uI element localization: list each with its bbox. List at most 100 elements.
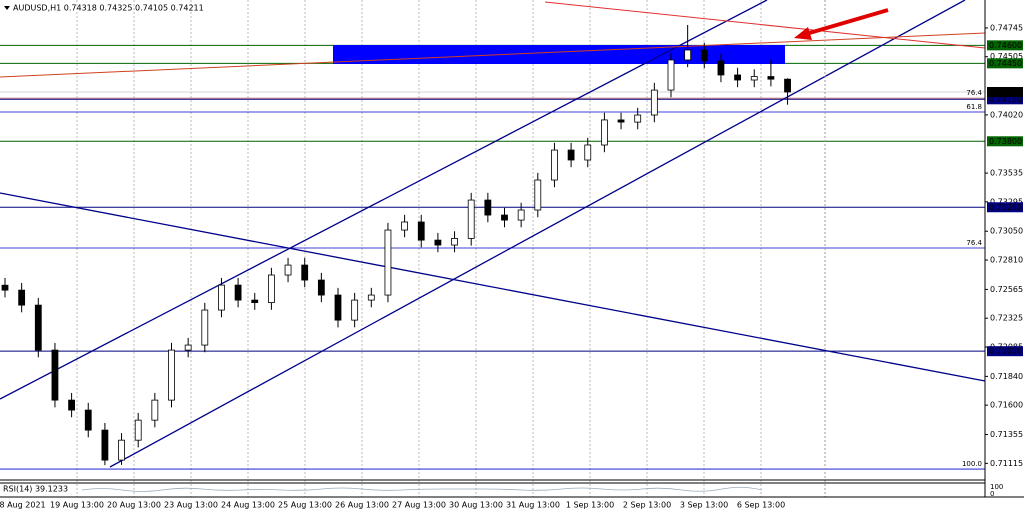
x-tick-label: 3 Sep 13:00 — [680, 501, 728, 510]
candle-body — [517, 209, 525, 221]
trend-line — [0, 192, 986, 382]
candle-body — [267, 274, 275, 304]
grid-layer — [0, 0, 985, 497]
candle-body — [118, 439, 125, 461]
rsi-line — [81, 486, 763, 492]
candle-body — [567, 149, 575, 161]
candle-body — [134, 419, 142, 441]
candle-body — [501, 214, 508, 221]
arrow-head — [794, 27, 812, 40]
level-tag — [987, 202, 1023, 213]
x-tick-label: 18 Aug 2021 — [0, 501, 46, 510]
y-tick-label: 0.73050 — [990, 227, 1023, 236]
candle-body — [601, 119, 608, 146]
x-tick-label: 24 Aug 13:00 — [221, 501, 275, 510]
rsi-tick-label: 100 — [990, 483, 1003, 491]
x-tick-label: 19 Aug 13:00 — [50, 501, 104, 510]
x-tick-label: 25 Aug 13:00 — [278, 501, 332, 510]
candle-body — [767, 76, 775, 80]
y-tick-label: 0.72325 — [990, 314, 1023, 323]
candle-body — [201, 309, 209, 346]
candle-body — [101, 429, 109, 461]
zone-box — [333, 45, 785, 64]
candle-body — [317, 279, 325, 296]
level-tag — [987, 40, 1023, 51]
level-tag — [987, 136, 1023, 147]
fib-label: 100.0 — [962, 460, 982, 468]
candle-body — [617, 119, 625, 123]
candle-body — [251, 299, 259, 304]
candle-body — [18, 289, 26, 306]
candle-body — [484, 199, 492, 216]
x-tick-label: 6 Sep 13:00 — [737, 501, 785, 510]
level-label: 0.74150 — [989, 95, 1022, 104]
x-tick-label: 23 Aug 13:00 — [164, 501, 218, 510]
fib-label: 76.4 — [966, 89, 982, 97]
rsi-label: RSI(14) 39.1233 — [3, 485, 68, 494]
x-tick-label: 2 Sep 13:00 — [623, 501, 671, 510]
x-tick-label: 27 Aug 13:00 — [392, 501, 446, 510]
candle-body — [451, 238, 458, 246]
channel-lower — [109, 0, 966, 468]
current-price-label: 0.74211 — [989, 87, 1022, 96]
x-tick-label: 26 Aug 13:00 — [335, 501, 389, 510]
candle-body — [467, 199, 475, 239]
candle-body — [734, 74, 741, 81]
y-tick-label: 0.71115 — [990, 459, 1023, 468]
trend-line-red — [544, 1, 986, 49]
candle-body — [434, 239, 442, 246]
candle-body — [234, 284, 242, 301]
x-tick-label: 1 Sep 13:00 — [566, 501, 614, 510]
level-label: 0.73800 — [989, 137, 1022, 146]
candle-body — [301, 264, 309, 281]
candle-body — [334, 294, 342, 321]
candle-body — [634, 114, 642, 123]
fib-label: 61.8 — [966, 103, 982, 111]
rsi-tick-label: 0 — [990, 490, 994, 498]
y-tick-label: 0.74745 — [990, 23, 1023, 32]
y-tick-label: 0.72565 — [990, 285, 1023, 294]
x-tick-label: 20 Aug 13:00 — [107, 501, 161, 510]
candle-body — [1, 284, 9, 291]
candle-body — [650, 89, 658, 116]
candle-body — [351, 299, 359, 321]
candle-body — [584, 144, 592, 161]
x-tick-label: 30 Aug 13:00 — [449, 501, 503, 510]
level-tag — [987, 346, 1023, 357]
level-label: 0.73250 — [989, 203, 1022, 212]
candle-body — [151, 399, 159, 421]
y-tick-label: 0.71600 — [990, 401, 1023, 410]
trend-line-red — [0, 32, 986, 78]
candle-body — [717, 60, 725, 76]
level-tag — [987, 94, 1023, 105]
candle-body — [367, 294, 375, 301]
y-tick-label: 0.74505 — [990, 52, 1023, 61]
channel-upper — [0, 0, 768, 400]
y-tick-label: 0.73295 — [990, 197, 1023, 206]
candle-body — [184, 344, 192, 351]
arrow-shaft — [805, 8, 889, 36]
candle-body — [218, 284, 225, 311]
marks-layer — [1, 24, 791, 466]
candle-body — [51, 349, 59, 401]
candle-body — [384, 229, 392, 296]
candle-body — [750, 76, 758, 81]
y-tick-label: 0.73535 — [990, 169, 1023, 178]
candle-body — [551, 149, 558, 181]
fib-label: 76.4 — [966, 239, 982, 247]
candle-body — [84, 409, 92, 431]
y-tick-label: 0.72810 — [990, 256, 1023, 265]
candle-body — [34, 304, 42, 351]
candle-body — [168, 349, 175, 401]
candle-body — [534, 179, 542, 211]
candle-body — [68, 399, 75, 411]
candle-body — [684, 49, 692, 61]
candle-body — [667, 59, 675, 91]
level-label: 0.74450 — [989, 59, 1022, 68]
candle-body — [401, 221, 409, 231]
menu-triangle — [4, 6, 10, 10]
current-price-tag — [987, 86, 1023, 97]
candle-body — [784, 78, 791, 93]
